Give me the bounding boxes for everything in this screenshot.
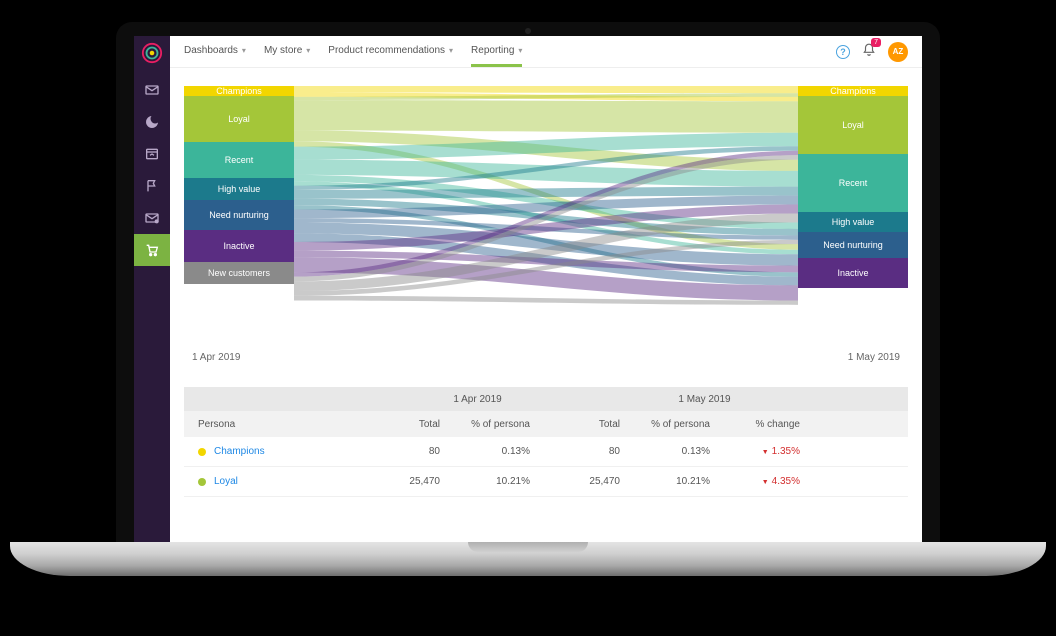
- main-area: Dashboards▾My store▾Product recommendati…: [170, 36, 922, 542]
- sankey-flow: [294, 100, 798, 133]
- total-2: 25,470: [544, 476, 634, 487]
- sankey-node-left-champions[interactable]: Champions: [184, 86, 294, 96]
- sankey-node-left-loyal[interactable]: Loyal: [184, 96, 294, 142]
- nav-item-my-store[interactable]: My store ▾: [264, 45, 310, 58]
- chevron-down-icon: ▾: [306, 46, 310, 55]
- persona-table: 1 Apr 2019 1 May 2019 Persona Total % of…: [184, 387, 908, 497]
- nav-item-dashboards[interactable]: Dashboards ▾: [184, 45, 246, 58]
- col-pct-1: % of persona: [454, 419, 544, 430]
- sidebar-item-mail[interactable]: [134, 74, 170, 106]
- date-right: 1 May 2019: [848, 352, 900, 363]
- change-cell: ▼1.35%: [724, 446, 814, 457]
- triangle-down-icon: ▼: [762, 479, 769, 486]
- color-dot-icon: [198, 478, 206, 486]
- sidebar-item-moon[interactable]: [134, 106, 170, 138]
- col-total-2: Total: [544, 419, 634, 430]
- col-total-1: Total: [364, 419, 454, 430]
- sidebar-item-cart[interactable]: [134, 234, 170, 266]
- notifications-icon[interactable]: 7: [862, 43, 876, 60]
- pct-1: 10.21%: [454, 476, 544, 487]
- sankey-node-right-recent[interactable]: Recent: [798, 154, 908, 212]
- sidebar: [134, 36, 170, 542]
- nav-label: Reporting: [471, 45, 514, 56]
- nav-item-reporting[interactable]: Reporting ▾: [471, 45, 522, 58]
- table-row: Loyal25,47010.21%25,47010.21%▼4.35%: [184, 467, 908, 497]
- sankey-node-right-need-nurturing[interactable]: Need nurturing: [798, 232, 908, 258]
- total-1: 25,470: [364, 476, 454, 487]
- camera-dot: [525, 28, 531, 34]
- sankey-flow: [294, 86, 798, 93]
- sidebar-item-flag[interactable]: [134, 170, 170, 202]
- notification-badge: 7: [871, 38, 881, 47]
- table-column-header: Persona Total % of persona Total % of pe…: [184, 411, 908, 437]
- sankey-node-right-inactive[interactable]: Inactive: [798, 258, 908, 288]
- app-logo[interactable]: [141, 42, 163, 64]
- persona-link[interactable]: Loyal: [214, 476, 238, 487]
- col-change: % change: [724, 419, 814, 430]
- change-cell: ▼4.35%: [724, 476, 814, 487]
- laptop-screen-bezel: Dashboards▾My store▾Product recommendati…: [116, 22, 940, 542]
- total-2: 80: [544, 446, 634, 457]
- pct-1: 0.13%: [454, 446, 544, 457]
- total-1: 80: [364, 446, 454, 457]
- nav-label: Product recommendations: [328, 45, 445, 56]
- laptop-base: [10, 542, 1046, 576]
- sankey-left-nodes: ChampionsLoyalRecentHigh valueNeed nurtu…: [184, 86, 294, 284]
- date-left: 1 Apr 2019: [192, 352, 240, 363]
- sankey-node-right-loyal[interactable]: Loyal: [798, 96, 908, 154]
- nav-item-product-recommendations[interactable]: Product recommendations ▾: [328, 45, 453, 58]
- chevron-down-icon: ▾: [242, 46, 246, 55]
- content: ChampionsLoyalRecentHigh valueNeed nurtu…: [170, 68, 922, 542]
- sankey-flows: [294, 86, 798, 346]
- pct-2: 0.13%: [634, 446, 724, 457]
- pct-2: 10.21%: [634, 476, 724, 487]
- persona-name-cell: Champions: [184, 446, 364, 457]
- chevron-down-icon: ▾: [449, 46, 453, 55]
- sankey-node-left-recent[interactable]: Recent: [184, 142, 294, 178]
- laptop-notch: [468, 542, 588, 552]
- chevron-down-icon: ▾: [518, 46, 522, 55]
- sankey-node-left-need-nurturing[interactable]: Need nurturing: [184, 200, 294, 230]
- color-dot-icon: [198, 448, 206, 456]
- sankey-node-left-inactive[interactable]: Inactive: [184, 230, 294, 262]
- app-root: Dashboards▾My store▾Product recommendati…: [134, 36, 922, 542]
- avatar[interactable]: AZ: [888, 42, 908, 62]
- table-row: Champions800.13%800.13%▼1.35%: [184, 437, 908, 467]
- topbar-right: ? 7 AZ: [836, 42, 908, 62]
- sankey-node-right-champions[interactable]: Champions: [798, 86, 908, 96]
- sankey-node-left-new-customers[interactable]: New customers: [184, 262, 294, 284]
- table-date-header: 1 Apr 2019 1 May 2019: [184, 387, 908, 411]
- col-persona: Persona: [184, 419, 364, 430]
- topbar: Dashboards▾My store▾Product recommendati…: [170, 36, 922, 68]
- sankey-node-left-high-value[interactable]: High value: [184, 178, 294, 200]
- sankey-date-labels: 1 Apr 2019 1 May 2019: [184, 346, 908, 363]
- table-date-right: 1 May 2019: [591, 394, 818, 405]
- persona-name-cell: Loyal: [184, 476, 364, 487]
- nav-label: Dashboards: [184, 45, 238, 56]
- triangle-down-icon: ▼: [762, 449, 769, 456]
- nav-label: My store: [264, 45, 302, 56]
- sankey-chart: ChampionsLoyalRecentHigh valueNeed nurtu…: [184, 86, 908, 346]
- sankey-right-nodes: ChampionsLoyalRecentHigh valueNeed nurtu…: [798, 86, 908, 288]
- sidebar-item-window[interactable]: [134, 138, 170, 170]
- sidebar-item-mail2[interactable]: [134, 202, 170, 234]
- persona-link[interactable]: Champions: [214, 446, 265, 457]
- help-icon[interactable]: ?: [836, 45, 850, 59]
- sankey-node-right-high-value[interactable]: High value: [798, 212, 908, 232]
- col-pct-2: % of persona: [634, 419, 724, 430]
- table-date-left: 1 Apr 2019: [364, 394, 591, 405]
